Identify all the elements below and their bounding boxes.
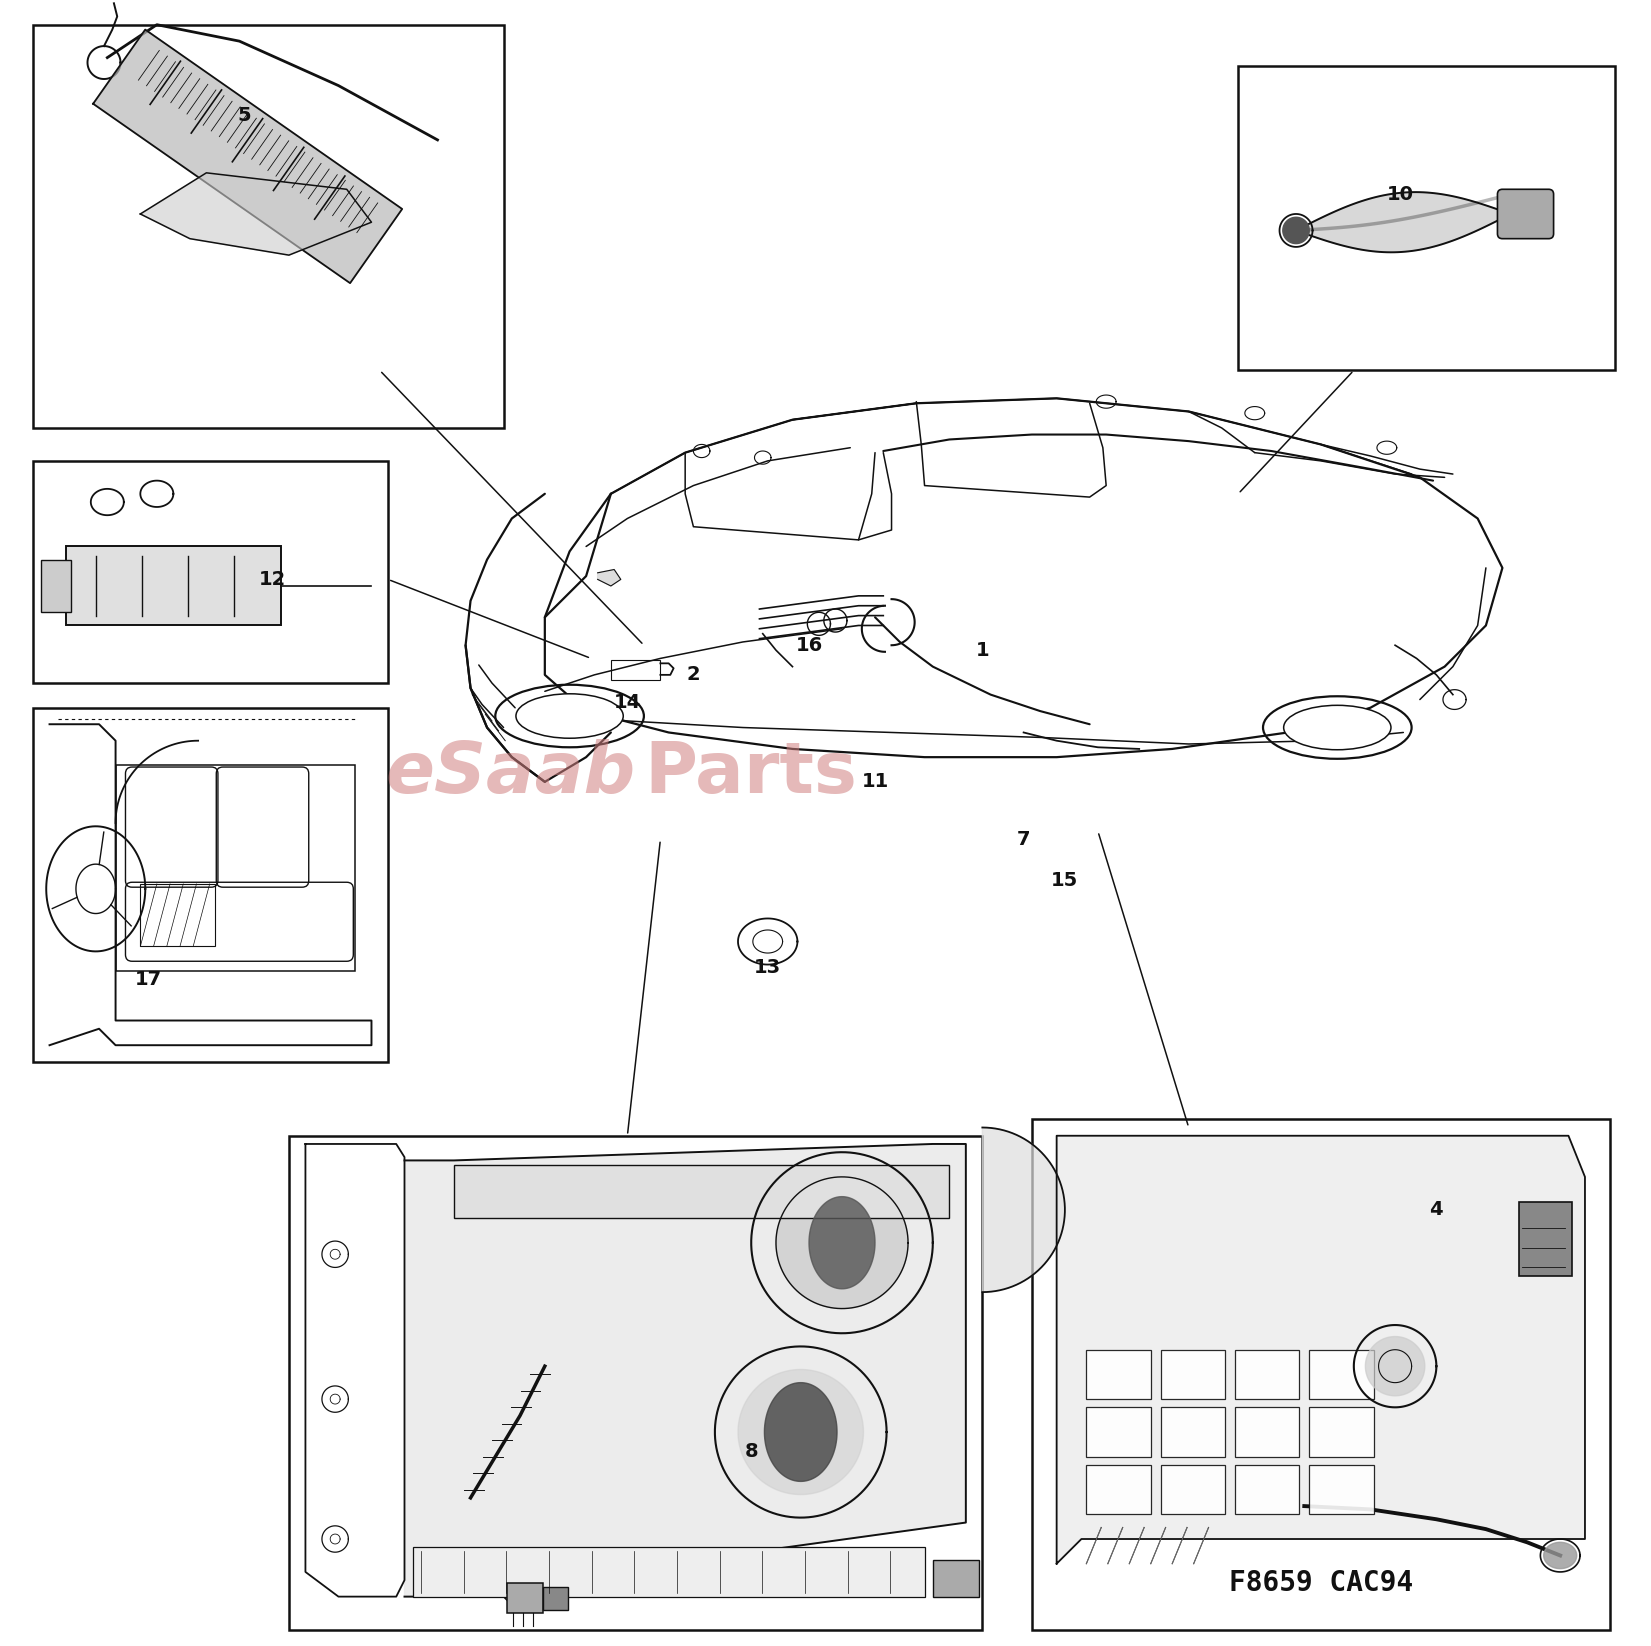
Bar xyxy=(1032,1119,1610,1630)
Polygon shape xyxy=(738,1369,863,1495)
Bar xyxy=(454,1165,949,1218)
Bar xyxy=(66,546,281,625)
Polygon shape xyxy=(1057,1136,1585,1564)
FancyBboxPatch shape xyxy=(1497,189,1554,239)
Bar xyxy=(1309,1350,1374,1399)
Text: 12: 12 xyxy=(259,570,286,589)
Polygon shape xyxy=(776,1177,908,1309)
Text: 11: 11 xyxy=(862,772,888,792)
Text: 17: 17 xyxy=(135,969,162,989)
Bar xyxy=(33,25,504,428)
Bar xyxy=(1086,1465,1151,1514)
Polygon shape xyxy=(598,570,621,586)
Bar xyxy=(933,1560,979,1597)
Text: eSaab: eSaab xyxy=(385,739,636,808)
Bar xyxy=(1238,66,1615,370)
Bar xyxy=(1309,1465,1374,1514)
Bar xyxy=(1161,1350,1225,1399)
Text: Parts: Parts xyxy=(644,739,857,808)
Text: 13: 13 xyxy=(755,958,781,978)
Bar xyxy=(33,708,388,1062)
Polygon shape xyxy=(92,30,403,283)
Bar xyxy=(140,884,215,946)
Text: 14: 14 xyxy=(614,693,641,713)
Polygon shape xyxy=(1283,217,1309,244)
Bar xyxy=(1235,1350,1299,1399)
Bar xyxy=(1235,1407,1299,1457)
Polygon shape xyxy=(764,1383,837,1481)
Text: 1: 1 xyxy=(976,640,989,660)
Bar xyxy=(611,660,660,680)
Bar xyxy=(1161,1407,1225,1457)
Bar xyxy=(543,1587,568,1610)
Text: 10: 10 xyxy=(1387,184,1413,204)
Ellipse shape xyxy=(1284,704,1390,751)
Bar xyxy=(1519,1202,1572,1276)
Bar xyxy=(1309,1407,1374,1457)
Polygon shape xyxy=(140,173,371,255)
Bar xyxy=(1235,1465,1299,1514)
Polygon shape xyxy=(982,1128,1065,1292)
Bar xyxy=(1086,1407,1151,1457)
Polygon shape xyxy=(1365,1337,1425,1396)
Bar xyxy=(33,461,388,683)
Text: 8: 8 xyxy=(745,1442,758,1462)
Text: F8659 CAC94: F8659 CAC94 xyxy=(1228,1569,1413,1598)
Bar xyxy=(413,1547,925,1597)
Ellipse shape xyxy=(515,695,622,739)
Polygon shape xyxy=(404,1144,966,1597)
Bar xyxy=(507,1583,543,1613)
Bar xyxy=(1086,1350,1151,1399)
Text: 2: 2 xyxy=(687,665,700,685)
Polygon shape xyxy=(809,1197,875,1289)
Bar xyxy=(1161,1465,1225,1514)
Text: 15: 15 xyxy=(1052,871,1078,890)
Text: 7: 7 xyxy=(1017,830,1030,849)
Text: 5: 5 xyxy=(238,105,251,125)
Text: 16: 16 xyxy=(796,635,822,655)
Polygon shape xyxy=(1296,193,1511,252)
Bar xyxy=(41,560,71,612)
Text: 4: 4 xyxy=(1430,1200,1443,1220)
Polygon shape xyxy=(1544,1542,1577,1569)
Bar xyxy=(116,765,355,971)
Bar xyxy=(289,1136,982,1630)
